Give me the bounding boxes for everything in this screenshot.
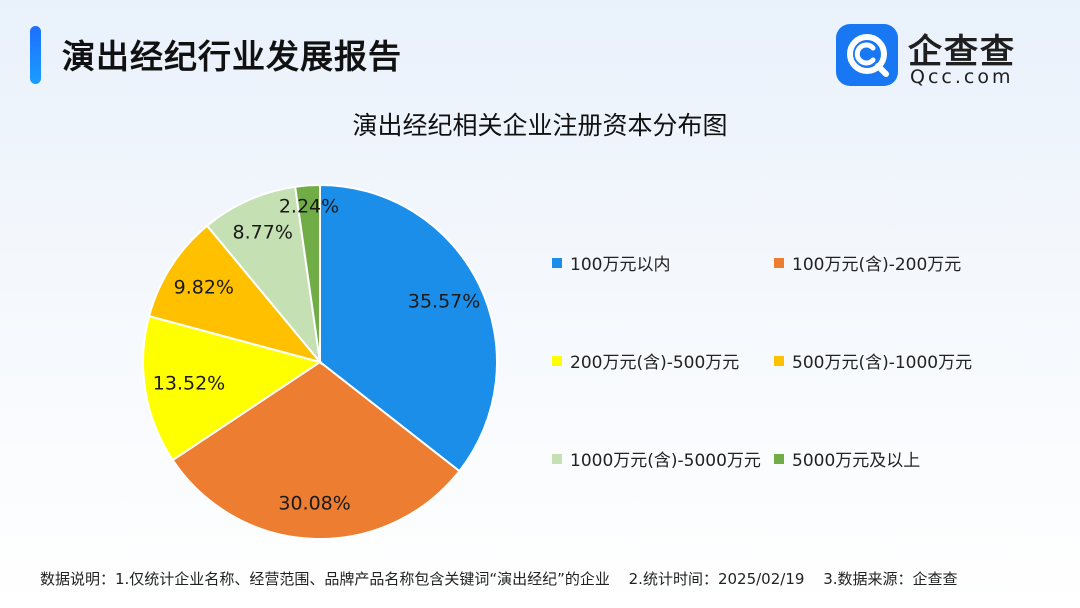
footnote-source: 3.数据来源：企查查 xyxy=(823,570,957,588)
legend-item-2: 100万元(含)-200万元 xyxy=(774,250,961,275)
footnote-date: 2.统计时间：2025/02/19 xyxy=(629,570,805,588)
legend-swatch xyxy=(552,356,562,366)
pie-data-label-2: 30.08% xyxy=(278,493,350,515)
legend-label: 100万元以内 xyxy=(570,250,670,275)
footnote: 数据说明：1.仅统计企业名称、经营范围、品牌产品名称包含关键词“演出经纪”的企业… xyxy=(40,568,972,589)
legend-swatch xyxy=(552,454,562,464)
legend-item-4: 500万元(含)-1000万元 xyxy=(774,348,972,373)
legend-swatch xyxy=(774,356,784,366)
pie-data-label-6: 2.24% xyxy=(279,196,339,218)
legend-item-3: 200万元(含)-500万元 xyxy=(552,348,739,373)
legend-label: 5000万元及以上 xyxy=(792,446,920,471)
legend-swatch xyxy=(774,454,784,464)
legend-item-1: 100万元以内 xyxy=(552,250,670,275)
legend-label: 200万元(含)-500万元 xyxy=(570,348,739,373)
legend-label: 500万元(含)-1000万元 xyxy=(792,348,972,373)
legend-item-6: 5000万元及以上 xyxy=(774,446,920,471)
pie-data-label-3: 13.52% xyxy=(153,373,225,395)
legend-label: 1000万元(含)-5000万元 xyxy=(570,446,761,471)
legend-label: 100万元(含)-200万元 xyxy=(792,250,961,275)
pie-data-label-4: 9.82% xyxy=(174,276,234,298)
footnote-scope: 数据说明：1.仅统计企业名称、经营范围、品牌产品名称包含关键词“演出经纪”的企业 xyxy=(40,570,610,588)
pie-data-label-1: 35.57% xyxy=(408,291,480,313)
legend-swatch xyxy=(552,258,562,268)
legend-swatch xyxy=(774,258,784,268)
legend-item-5: 1000万元(含)-5000万元 xyxy=(552,446,761,471)
pie-data-label-5: 8.77% xyxy=(233,222,293,244)
